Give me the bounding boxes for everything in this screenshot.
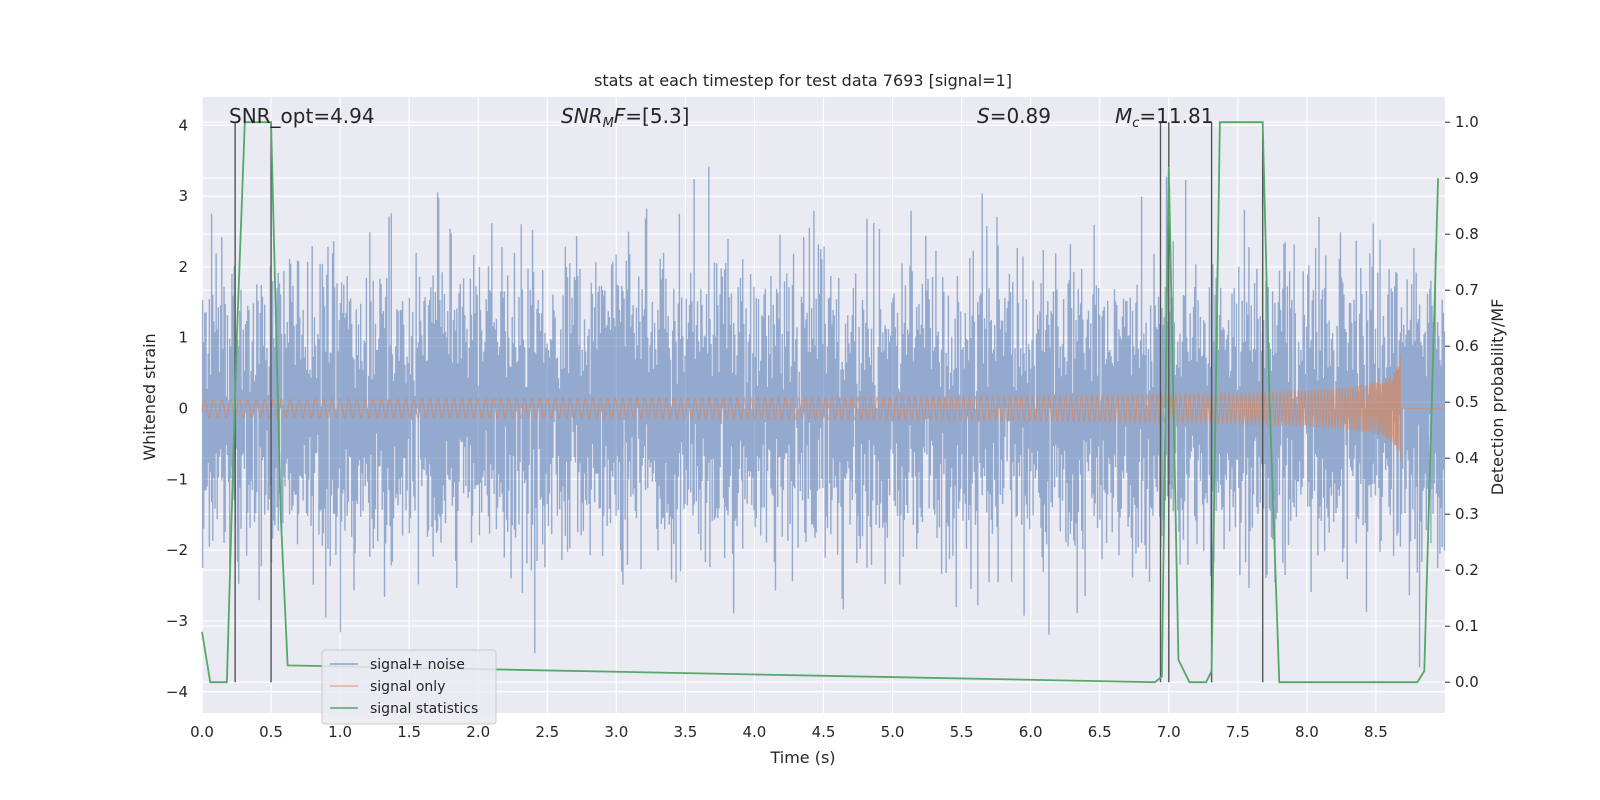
legend-box [321,649,497,725]
x-tick-label: 8.5 [1364,723,1388,741]
y-axis-ticks: 4 3 2 1 0 −1 −2 −3 −4 [166,116,188,700]
y-tick-label: 1 [178,329,188,347]
y2-tick-label: 0.0 [1455,673,1479,691]
y2-tick-label: 1.0 [1455,113,1479,131]
mc-var: M [1115,104,1132,128]
y-tick-label: −2 [166,541,188,559]
y2-tick-label: 0.4 [1455,449,1479,467]
snr-mf-var2: F [614,104,626,128]
y2-tick-label: 0.9 [1455,169,1479,187]
chart-title: stats at each timestep for test data 769… [594,71,1012,90]
y-tick-label: −4 [166,683,188,701]
y2-tick-label: 0.1 [1455,617,1479,635]
signal-only-series [201,354,1445,462]
x-tick-label: 7.0 [1157,723,1181,741]
x-tick-label: 4.5 [812,723,836,741]
x-tick-label: 3.5 [673,723,697,741]
signal-statistics-line [201,121,1439,684]
y-tick-label: 2 [178,258,188,276]
snr-mf-sub: M [603,116,614,131]
y2-tick-label: 0.6 [1455,337,1479,355]
x-tick-label: 4.0 [743,723,767,741]
y2-axis-label: Detection probability/MF [1488,299,1507,496]
legend-label-noise: signal+ noise [370,657,465,673]
legend-label-stats: signal statistics [370,701,478,717]
mc-sub: c [1132,116,1139,131]
signal-only-line [201,354,1445,462]
mc-value: =11.81 [1139,104,1213,128]
y2-tick-label: 0.3 [1455,505,1479,523]
x-tick-label: 1.0 [328,723,352,741]
x-axis-ticks: 0.0 0.5 1.0 1.5 2.0 2.5 3.0 3.5 4.0 4.5 5.0 5.5 6.0 6… [190,723,1388,741]
y-tick-label: −1 [166,470,188,488]
x-tick-label: 5.5 [950,723,974,741]
x-tick-label: 0.0 [190,723,214,741]
y2-tick-label: 0.5 [1455,393,1479,411]
x-tick-label: 2.0 [466,723,490,741]
y-tick-label: 0 [178,400,188,418]
y-axis-label: Whitened strain [140,333,159,460]
s-var: S [977,104,990,128]
snr-mf-annotation: SNRMF=[5.3] [561,104,689,131]
y-tick-label: 3 [178,187,188,205]
mc-annotation: Mc=11.81 [1115,104,1213,131]
x-tick-label: 1.5 [397,723,421,741]
signal-statistics-series [201,121,1439,684]
y2-tick-label: 0.8 [1455,225,1479,243]
y-tick-label: −3 [166,612,188,630]
snr-mf-var: SNR [561,104,603,128]
x-tick-label: 6.5 [1088,723,1112,741]
s-value: =0.89 [990,104,1051,128]
x-tick-label: 8.0 [1295,723,1319,741]
y-tick-label: 4 [178,116,188,134]
x-tick-label: 2.5 [535,723,559,741]
legend-label-signal: signal only [370,679,445,695]
legend: signal+ noise signal only signal statist… [321,649,497,725]
x-tick-label: 0.5 [259,723,283,741]
s-annotation: S=0.89 [977,104,1051,128]
snr-mf-value: =[5.3] [625,104,689,128]
x-tick-label: 3.0 [604,723,628,741]
x-tick-label: 7.5 [1226,723,1250,741]
x-axis-label: Time (s) [769,748,835,767]
snr-opt-annotation: SNR_opt=4.94 [229,104,375,128]
x-tick-label: 6.0 [1019,723,1043,741]
y2-tick-label: 0.7 [1455,281,1479,299]
x-tick-label: 5.0 [881,723,905,741]
y2-tick-label: 0.2 [1455,561,1479,579]
y2-axis-ticks: 1.0 0.9 0.8 0.7 0.6 0.5 0.4 0.3 0.2 0.1 0.0 [1445,113,1479,691]
